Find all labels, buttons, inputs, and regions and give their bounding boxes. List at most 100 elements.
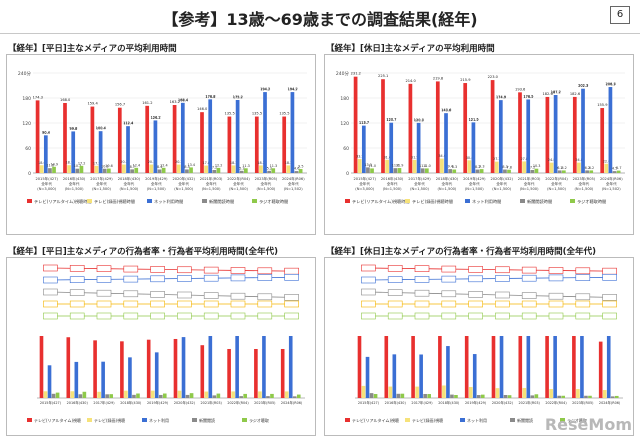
rate-marker [548,300,564,308]
bar-value-label: 161.2 [142,101,152,105]
x-tick-label: 2016年(430) [385,400,407,405]
bar [424,168,429,173]
bar-value-label: 8.2 [475,165,480,169]
x-tick-note: 全年代 [469,181,480,186]
rate-marker [96,289,112,297]
bar [136,393,140,398]
bar [602,390,607,398]
bar [612,171,617,173]
bar-value-label: 30.4 [466,156,474,160]
bar [51,393,56,398]
bar-value-label: 5.2 [267,166,272,170]
x-tick-label: 2016年(430) [63,176,86,181]
bar-value-label: 7.2 [212,166,217,170]
rate-marker [150,312,165,320]
bar-value-label: 13.4 [187,163,195,167]
bar [266,396,270,398]
bar-value-label: 12.4 [160,163,168,167]
x-tick-n: (N=1,500) [438,187,457,191]
bar [588,395,592,398]
rate-marker [284,273,299,281]
rate-marker [602,312,617,320]
bar [296,394,301,398]
bar [101,361,105,398]
bar [35,100,40,173]
panel-title: 【経年】[休日]主なメディアの平均利用時間 [326,44,495,54]
bar [553,95,558,173]
rate-marker [284,267,299,275]
rate-marker [257,274,273,281]
bar [598,341,603,398]
bar-value-label: 7.8 [507,165,512,169]
y-tick-label: 240分 [18,70,32,77]
x-tick-label: 2023年(R05) [254,400,276,405]
rate-marker [575,267,591,275]
x-tick-label: 2018年(430) [118,176,141,181]
legend-swatch [570,199,575,203]
bar [263,92,267,173]
rate-marker [361,288,376,296]
bar [158,394,163,398]
legend-swatch [560,418,565,422]
x-tick-n: (N=1,500) [465,187,484,191]
rate-marker [177,300,192,308]
bar [365,356,370,398]
bar-value-label: 194.2 [260,87,270,91]
rate-marker [96,300,112,308]
bar-value-label: 113.7 [359,121,369,125]
x-tick-label: 2016年(430) [67,400,89,405]
rate-marker [495,275,510,282]
bar-value-label: 182.6 [570,92,581,96]
bar-value-label: 126.2 [150,115,160,119]
bar-value-label: 11.3 [242,164,250,168]
x-tick-label: 2023年(R05) [255,176,278,181]
rate-marker [414,265,430,272]
bar-value-label: 100.4 [96,127,106,131]
x-tick-label: 2020年(432) [174,400,196,405]
bar [576,389,580,398]
bar [604,163,609,173]
bar [471,122,476,173]
rate-marker [495,291,510,299]
bar-value-label: 27.2 [493,157,501,161]
bar [243,393,247,398]
bar-value-label: 143.6 [441,109,451,113]
x-tick-note: 全年代 [69,181,80,186]
bar [120,341,124,398]
bar [357,159,362,173]
bar [162,393,167,398]
x-tick-n: (N=1,500) [547,187,566,191]
bar [581,88,585,173]
bar [74,361,79,398]
bar [132,394,136,398]
legend-label: テレビ(録画)視聴時間 [94,198,135,205]
x-tick-label: 2020年(432) [492,400,514,405]
x-tick-note: 全年代 [387,181,398,186]
panel-holiday-rate: 【経年】[休日]主なメディアの行為者率・行為者平均利用時間(全年代) 2015年… [324,243,634,436]
bar [204,165,208,173]
bar [270,393,274,398]
bar [480,394,485,398]
bar [361,125,366,173]
rate-line [50,291,292,298]
bar-value-label: 11.3 [270,164,278,168]
bar-value-label: 176.8 [205,94,216,98]
x-tick-note: 全年代 [41,181,52,186]
rate-marker [441,275,457,283]
bar-value-label: 34.6 [438,154,446,158]
x-tick-n: (N=1,500) [229,187,248,191]
rate-marker [177,266,192,274]
bar [200,112,204,173]
x-tick-label: 2016年(430) [381,176,404,181]
x-tick-n: (N=1,500) [410,187,429,191]
bar-value-label: 12.2 [215,163,223,167]
bar [522,161,526,173]
bar [450,394,454,398]
bar-value-label: 113.7 [359,121,369,125]
legend-swatch [142,418,147,422]
rate-marker [150,291,165,298]
bar-value-label: 174.9 [496,96,506,100]
bar [518,92,522,173]
bar [97,391,101,398]
rate-marker [69,265,85,272]
